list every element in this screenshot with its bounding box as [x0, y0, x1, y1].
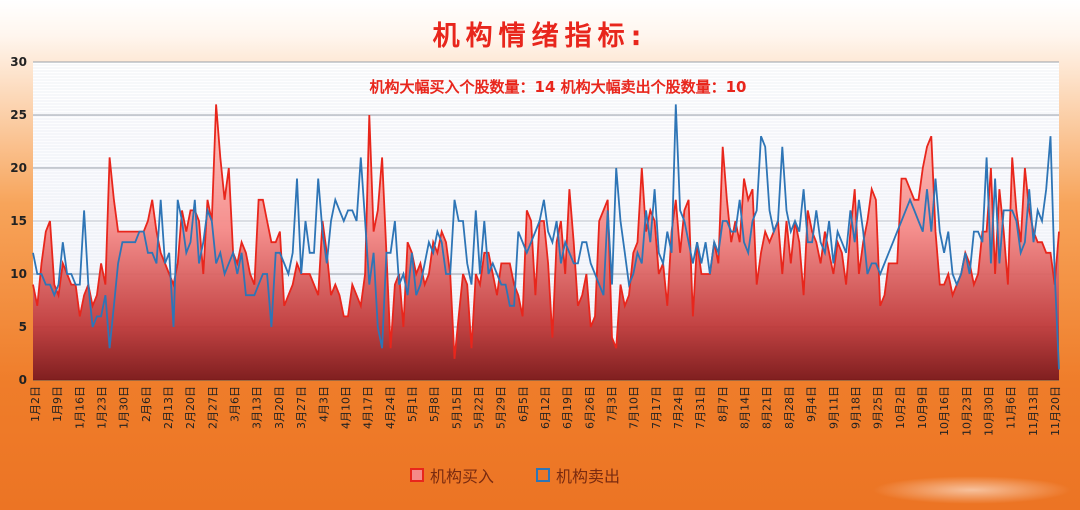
- x-tick-label: 8月7日: [716, 386, 729, 422]
- x-tick-label: 6月12日: [539, 386, 552, 429]
- x-tick-label: 4月17日: [362, 386, 375, 429]
- x-tick-label: 9月25日: [872, 386, 885, 429]
- x-axis-ticks: 1月2日 1月9日 1月16日 1月23日 1月30日 2月6日 2月13日 2月20日 2月2…: [29, 386, 1062, 436]
- legend-label-buy: 机构买入: [430, 467, 495, 486]
- x-tick-label: 5月1日: [406, 386, 419, 422]
- x-tick-label: 2月20日: [184, 386, 197, 429]
- legend-label-sell: 机构卖出: [556, 467, 621, 486]
- x-tick-label: 1月2日: [29, 386, 42, 422]
- y-tick-label: 5: [19, 320, 27, 334]
- x-tick-label: 10月2日: [894, 386, 907, 429]
- x-tick-label: 8月28日: [783, 386, 796, 429]
- x-tick-label: 8月21日: [761, 386, 774, 429]
- legend-swatch-sell: [536, 468, 551, 482]
- chart-subtitle: 机构大幅买入个股数量：14 机构大幅卖出个股数量：10: [370, 78, 747, 96]
- y-axis-ticks: 0 5 10 15 20 25 30: [10, 55, 27, 387]
- x-tick-label: 1月30日: [118, 386, 131, 429]
- x-tick-label: 8月14日: [739, 386, 752, 429]
- x-tick-label: 5月8日: [428, 386, 441, 422]
- x-tick-label: 3月20日: [273, 386, 286, 429]
- x-tick-label: 1月9日: [51, 386, 64, 422]
- legend-item-buy: 机构买入: [410, 463, 494, 487]
- legend: 机构买入 机构卖出: [410, 463, 620, 487]
- x-tick-label: 3月6日: [229, 386, 242, 422]
- y-tick-label: 30: [10, 55, 27, 69]
- x-tick-label: 7月10日: [628, 386, 641, 429]
- x-tick-label: 9月11日: [827, 386, 840, 429]
- x-tick-label: 5月29日: [495, 386, 508, 429]
- x-tick-label: 4月10日: [339, 386, 352, 429]
- x-tick-label: 7月24日: [672, 386, 685, 429]
- x-tick-label: 10月30日: [983, 386, 996, 436]
- x-tick-label: 5月22日: [473, 386, 486, 429]
- x-tick-label: 4月24日: [384, 386, 397, 429]
- x-tick-label: 2月6日: [140, 386, 153, 422]
- x-tick-label: 11月13日: [1027, 386, 1040, 436]
- x-tick-label: 6月19日: [561, 386, 574, 429]
- x-tick-label: 11月6日: [1005, 386, 1018, 429]
- x-tick-label: 1月23日: [96, 386, 109, 429]
- x-tick-label: 3月13日: [251, 386, 264, 429]
- x-tick-label: 2月27日: [206, 386, 219, 429]
- watermark: [872, 476, 1072, 504]
- x-tick-label: 1月16日: [73, 386, 86, 429]
- y-tick-label: 15: [10, 214, 27, 228]
- x-tick-label: 9月4日: [805, 386, 818, 422]
- x-tick-label: 6月5日: [517, 386, 530, 422]
- x-tick-label: 10月9日: [916, 386, 929, 429]
- x-tick-label: 10月23日: [960, 386, 973, 436]
- y-tick-label: 20: [10, 161, 27, 175]
- buy-series-line: [32, 104, 1060, 359]
- x-tick-label: 5月15日: [450, 386, 463, 429]
- x-tick-label: 9月18日: [849, 386, 862, 429]
- x-tick-label: 3月27日: [295, 386, 308, 429]
- x-tick-label: 10月16日: [938, 386, 951, 436]
- x-tick-label: 2月13日: [162, 386, 175, 429]
- chart-title: 机构情绪指标:: [432, 21, 648, 52]
- sell-series-line: [32, 104, 1060, 370]
- x-tick-label: 7月17日: [650, 386, 663, 429]
- legend-item-sell: 机构卖出: [536, 463, 620, 487]
- x-tick-label: 4月3日: [317, 386, 330, 422]
- legend-swatch-buy: [410, 468, 424, 482]
- x-tick-label: 6月26日: [583, 386, 596, 429]
- y-tick-label: 25: [10, 108, 27, 122]
- x-tick-label: 7月31日: [694, 386, 707, 429]
- x-tick-label: 11月20日: [1049, 386, 1062, 436]
- x-tick-label: 7月3日: [606, 386, 619, 422]
- y-tick-label: 10: [10, 267, 27, 281]
- y-tick-label: 0: [19, 373, 27, 387]
